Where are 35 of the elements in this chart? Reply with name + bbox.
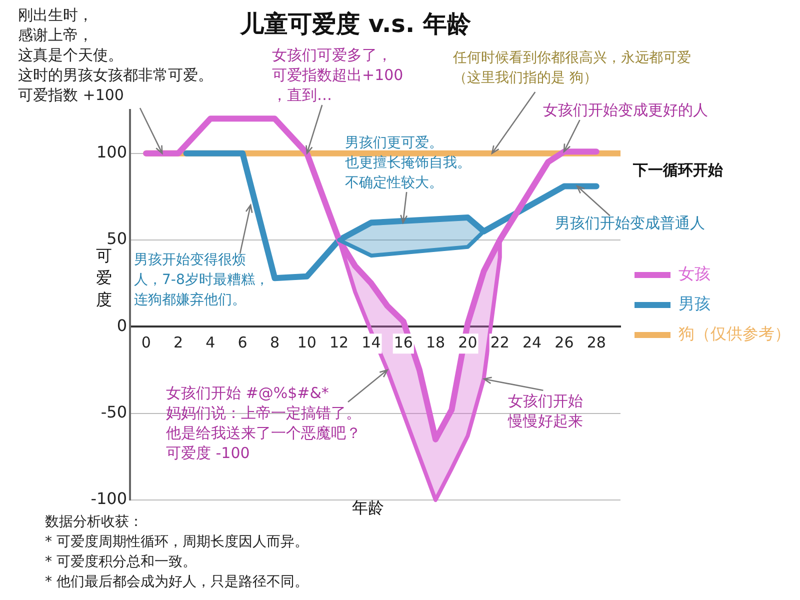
annotation: 女孩们可爱多了，可爱指数超出+100，直到… bbox=[272, 45, 404, 105]
x-tick-label: 28 bbox=[586, 334, 606, 352]
x-tick-label: 6 bbox=[238, 334, 248, 352]
y-tick-label: -50 bbox=[100, 402, 127, 422]
x-tick-label: 0 bbox=[141, 334, 151, 352]
text: 数据分析收获：* 可爱度周期性循环，周期长度因人而异。* 可爱度积分总和一致。* 他们最后都会成为好人，只是路径不同。 bbox=[45, 513, 308, 592]
x-tick-label: 16 bbox=[394, 334, 413, 352]
y-tick-label: 100 bbox=[96, 142, 127, 162]
text: 下一循环开始 bbox=[633, 160, 723, 180]
annotation: 刚出生时，感谢上帝，这真是个天使。这时的男孩女孩都非常可爱。可爱指数 +100 bbox=[18, 5, 213, 105]
legend-label: 女孩 bbox=[678, 264, 710, 284]
y-tick-label: 0 bbox=[116, 316, 127, 335]
x-tick-label: 14 bbox=[362, 334, 381, 352]
x-tick-label: 20 bbox=[458, 334, 478, 352]
legend-label: 男孩 bbox=[678, 294, 710, 314]
x-tick-label: 26 bbox=[554, 334, 574, 352]
annotation: 男孩们更可爱。也更擅长掩饰自我。不确定性较大。 bbox=[345, 134, 471, 193]
x-tick-label: 8 bbox=[270, 334, 280, 352]
x-axis-title: 年龄 bbox=[352, 498, 384, 518]
y-tick-label: -100 bbox=[90, 489, 127, 508]
annotation: 女孩们开始慢慢好起来 bbox=[508, 391, 583, 431]
x-tick-label: 2 bbox=[173, 334, 184, 352]
x-tick-label: 10 bbox=[297, 334, 316, 352]
annotation: 任何时候看到你都很高兴，永远都可爱（这里我们指的是 狗） bbox=[453, 49, 691, 88]
annotation: 女孩们开始 #@%$#&*妈妈们说：上帝一定搞错了。他是给我送来了一个恶魔吧？可爱度 -100 bbox=[166, 383, 361, 463]
x-tick-label: 22 bbox=[490, 334, 510, 352]
legend-label: 狗（仅供参考） bbox=[678, 324, 790, 344]
annotation: 男孩们开始变成普通人 bbox=[555, 213, 705, 233]
x-tick-label: 4 bbox=[206, 334, 216, 352]
x-tick-label: 12 bbox=[330, 334, 349, 352]
annotation: 女孩们开始变成更好的人 bbox=[543, 100, 708, 120]
annotation: 男孩开始变得很烦人，7-8岁时最糟糕，连狗都嫌弃他们。 bbox=[134, 251, 269, 310]
x-tick-label: 18 bbox=[426, 334, 446, 352]
chart-title: 儿童可爱度 v.s. 年龄 bbox=[240, 9, 471, 40]
x-tick-label: 24 bbox=[522, 334, 542, 352]
